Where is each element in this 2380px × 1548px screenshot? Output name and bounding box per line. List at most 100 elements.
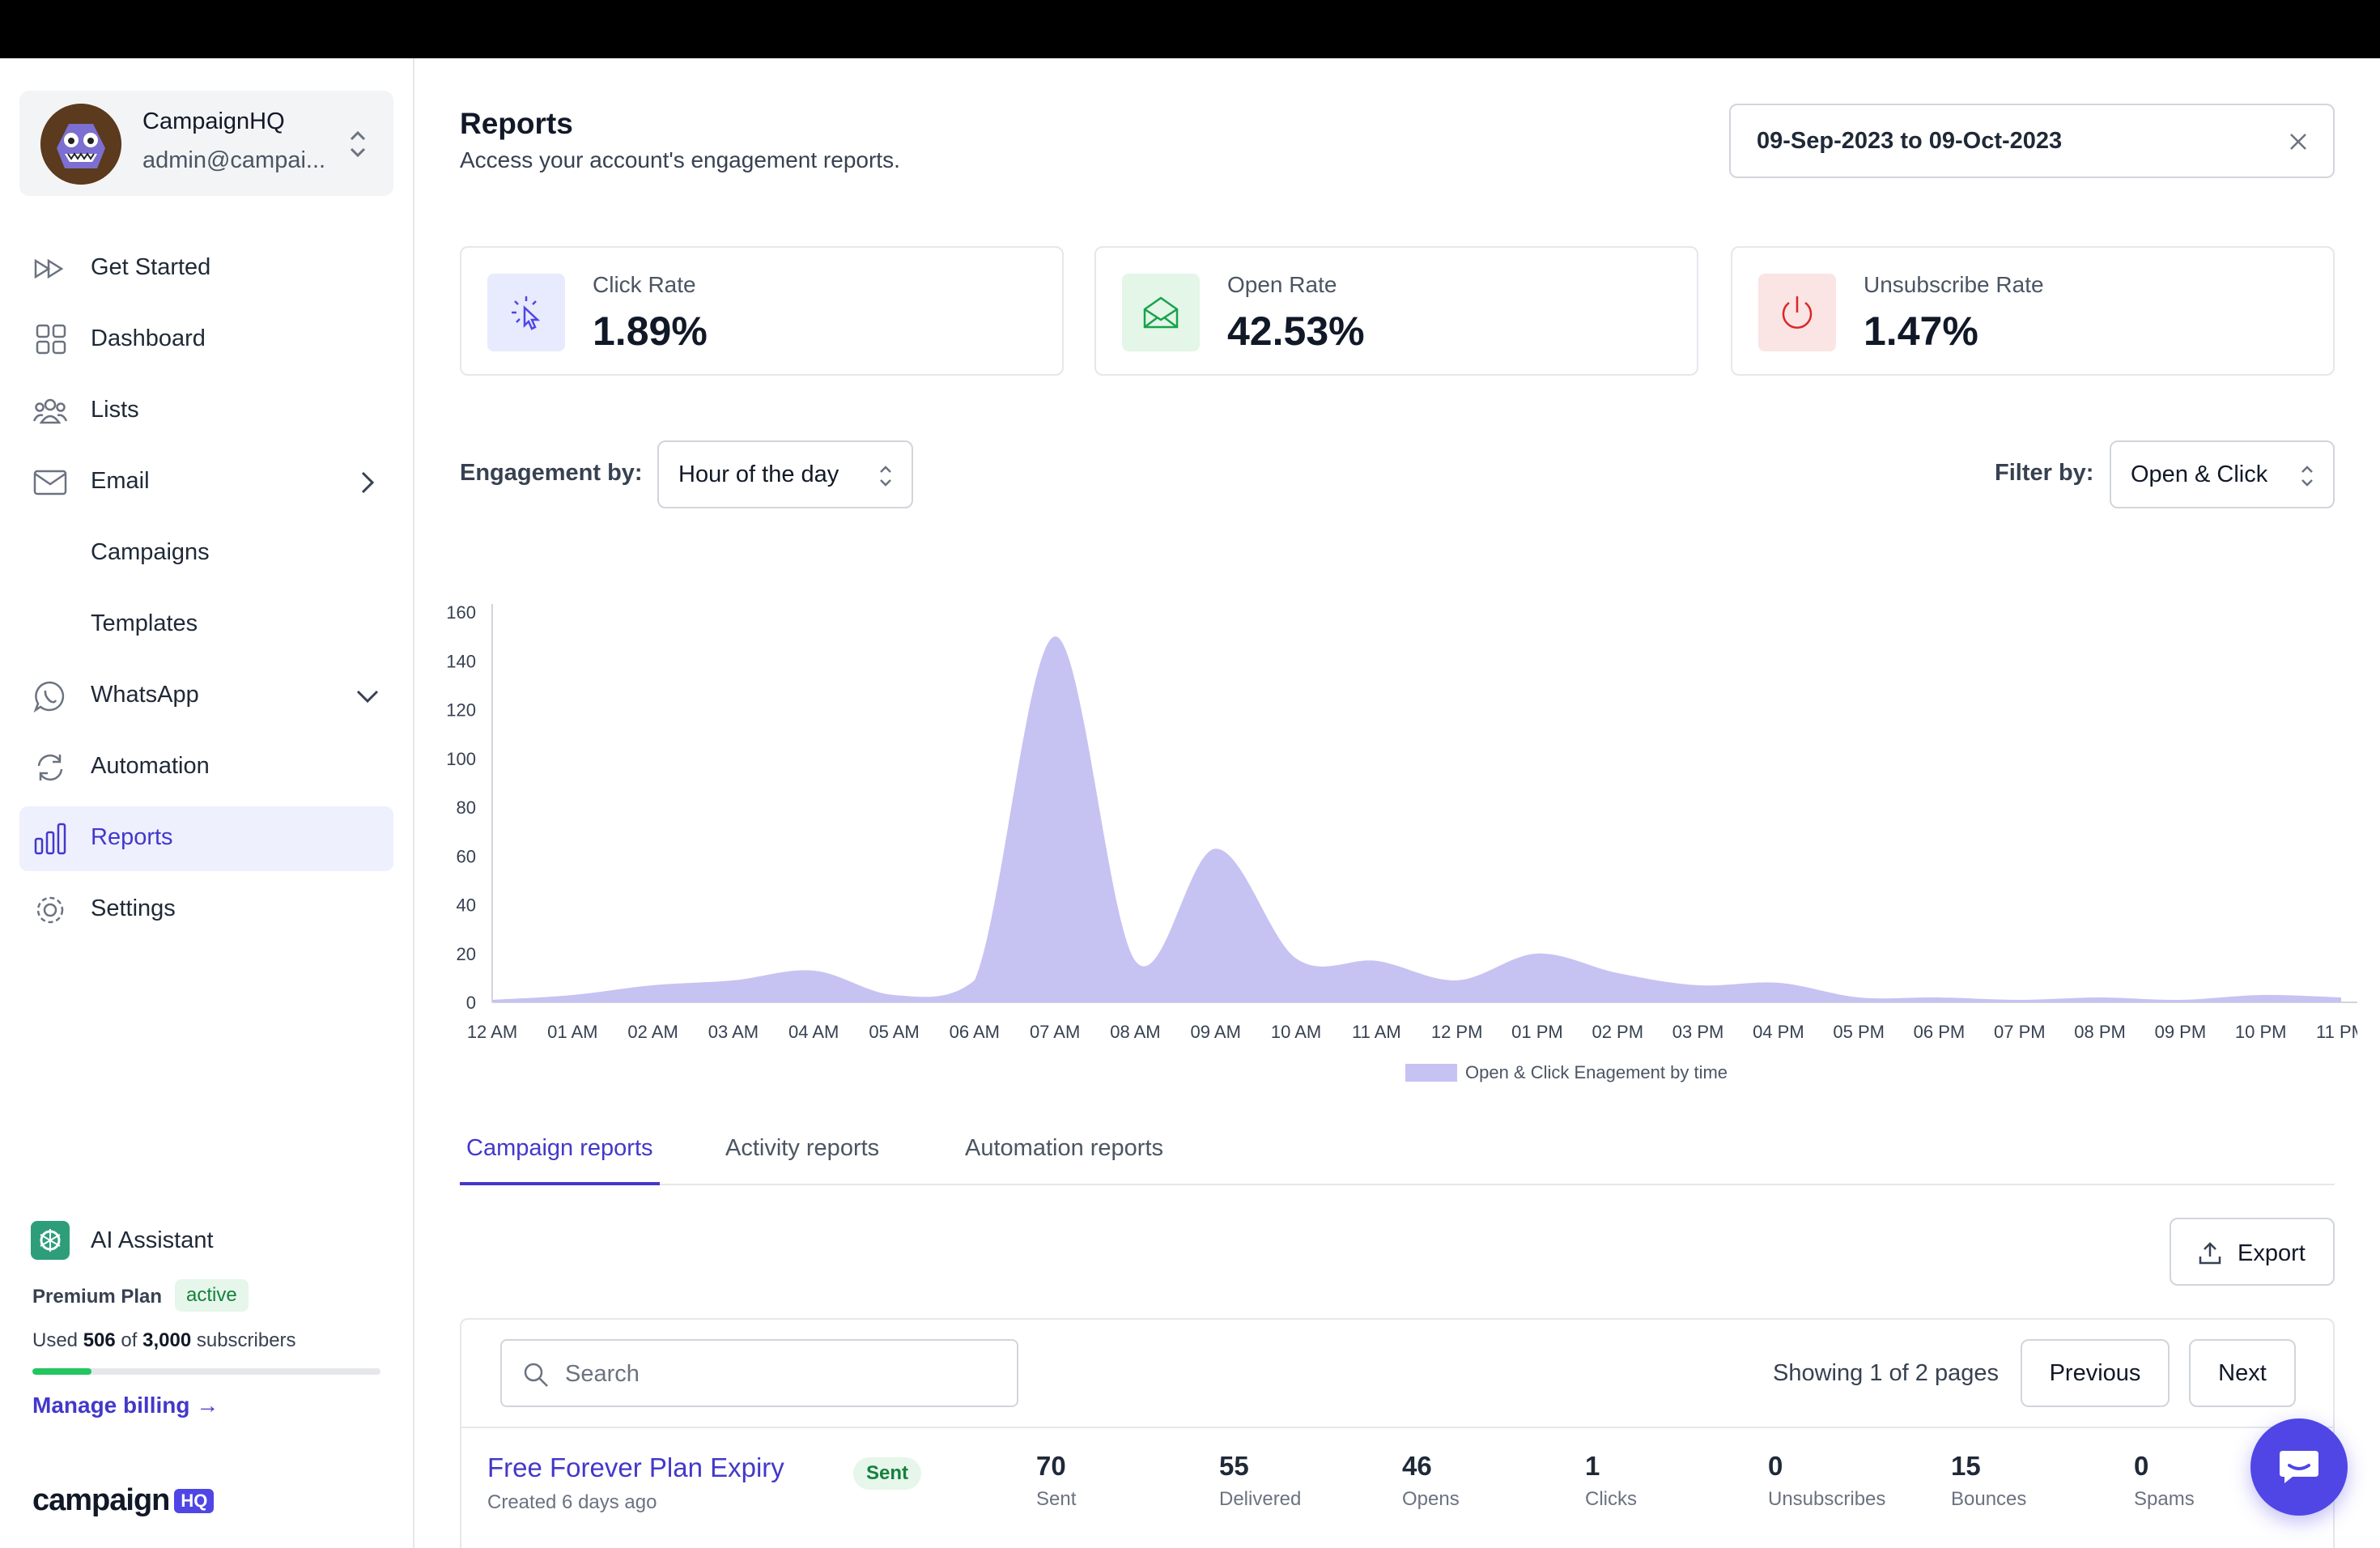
close-icon[interactable]	[2284, 128, 2312, 155]
sidebar-item-campaigns[interactable]: Campaigns	[19, 521, 393, 586]
chat-support-button[interactable]	[2250, 1418, 2348, 1516]
y-tick-label: 100	[447, 749, 476, 769]
tab-automation-reports[interactable]: Automation reports	[965, 1135, 1164, 1161]
stat-card-click-rate: Click Rate 1.89%	[460, 246, 1064, 376]
x-tick-label: 10 PM	[2235, 1022, 2287, 1042]
x-tick-label: 11 PM	[2316, 1022, 2357, 1042]
search-box[interactable]	[500, 1339, 1018, 1407]
y-tick-label: 140	[447, 651, 476, 671]
sidebar-item-dashboard[interactable]: Dashboard	[19, 308, 393, 372]
fast-forward-icon	[34, 258, 64, 279]
page-title: Reports	[460, 107, 573, 140]
engagement-by-value: Hour of the day	[678, 461, 839, 487]
manage-billing-link[interactable]: Manage billing →	[32, 1393, 219, 1418]
sidebar-item-reports[interactable]: Reports	[19, 806, 393, 871]
tab-activity-reports[interactable]: Activity reports	[725, 1135, 880, 1161]
main-content: Reports Access your account's engagement…	[414, 58, 2380, 1548]
row-divider	[461, 1427, 2333, 1428]
page-subtitle: Access your account's engagement reports…	[460, 147, 900, 172]
metric-label: Delivered	[1219, 1488, 1302, 1510]
x-tick-label: 05 AM	[869, 1022, 919, 1042]
ai-assistant-button[interactable]: AI Assistant	[19, 1214, 393, 1263]
envelope-icon	[33, 470, 67, 495]
date-range-picker[interactable]: 09-Sep-2023 to 09-Oct-2023	[1729, 104, 2335, 178]
stat-value: 42.53%	[1227, 308, 1365, 354]
metric-label: Opens	[1402, 1488, 1460, 1510]
sidebar-item-get-started[interactable]: Get Started	[19, 236, 393, 301]
plan-status-badge: active	[175, 1279, 249, 1312]
sidebar: CampaignHQ admin@campai... Get Started D…	[0, 58, 414, 1548]
filter-by-value: Open & Click	[2131, 461, 2268, 487]
paging-prefix: Showing	[1773, 1360, 1864, 1386]
search-input[interactable]	[565, 1355, 1002, 1393]
legend-swatch	[1405, 1064, 1457, 1082]
top-bar	[0, 0, 2380, 58]
sidebar-item-label: Get Started	[91, 254, 211, 280]
usage-used: 506	[83, 1329, 116, 1351]
paging-current: 1	[1869, 1360, 1883, 1386]
chevron-up-down-icon	[880, 466, 891, 487]
chevron-down-icon	[356, 690, 379, 704]
metric-value: 46	[1402, 1451, 1432, 1481]
metric-clicks: 1 Clicks	[1585, 1451, 1637, 1511]
metric-label: Spams	[2134, 1488, 2195, 1510]
chevron-up-down-icon	[350, 130, 366, 158]
paging-suffix: pages	[1934, 1360, 1999, 1386]
account-switcher[interactable]: CampaignHQ admin@campai...	[19, 91, 393, 196]
sidebar-item-label: WhatsApp	[91, 682, 199, 708]
filter-by-select[interactable]: Open & Click	[2110, 440, 2335, 508]
x-tick-label: 07 AM	[1030, 1022, 1080, 1042]
metric-spams: 0 Spams	[2134, 1451, 2195, 1511]
gear-icon	[36, 896, 64, 924]
grid-icon	[36, 324, 66, 355]
sidebar-item-label: Reports	[91, 824, 173, 850]
pagination-status: Showing 1 of 2 pages	[1773, 1360, 1999, 1387]
campaign-name-link[interactable]: Free Forever Plan Expiry	[487, 1452, 784, 1482]
metric-value: 0	[2134, 1451, 2149, 1481]
x-tick-label: 03 PM	[1672, 1022, 1724, 1042]
x-tick-label: 08 PM	[2074, 1022, 2126, 1042]
sidebar-item-email[interactable]: Email	[19, 450, 393, 515]
metric-sent: 70 Sent	[1036, 1451, 1076, 1511]
plan-name: Premium Plan	[32, 1286, 163, 1308]
y-tick-label: 0	[466, 993, 476, 1013]
engagement-by-select[interactable]: Hour of the day	[657, 440, 913, 508]
sidebar-item-lists[interactable]: Lists	[19, 379, 393, 444]
engagement-by-label: Engagement by:	[460, 460, 643, 486]
export-button[interactable]: Export	[2170, 1218, 2335, 1286]
usage-prefix: Used	[32, 1329, 79, 1351]
sidebar-item-templates[interactable]: Templates	[19, 593, 393, 657]
sidebar-item-automation[interactable]: Automation	[19, 735, 393, 800]
stat-card-open-rate: Open Rate 42.53%	[1094, 246, 1698, 376]
chevron-up-down-icon	[2301, 466, 2313, 487]
refresh-icon	[37, 754, 63, 781]
y-tick-label: 80	[457, 797, 476, 818]
x-tick-label: 01 AM	[547, 1022, 597, 1042]
x-tick-label: 07 PM	[1994, 1022, 2046, 1042]
tab-campaign-reports[interactable]: Campaign reports	[460, 1111, 660, 1185]
series-area	[492, 636, 2341, 1002]
sidebar-item-label: Dashboard	[91, 325, 206, 351]
metric-opens: 46 Opens	[1402, 1451, 1460, 1511]
subscriber-usage-text: Used 506 of 3,000 subscribers	[32, 1329, 296, 1352]
metric-label: Unsubscribes	[1768, 1488, 1886, 1510]
status-badge: Sent	[853, 1457, 922, 1490]
cursor-click-icon	[487, 274, 565, 351]
sidebar-item-settings[interactable]: Settings	[19, 878, 393, 942]
previous-button[interactable]: Previous	[2021, 1339, 2170, 1407]
x-tick-label: 04 PM	[1753, 1022, 1804, 1042]
usage-of: of	[121, 1329, 138, 1351]
next-button[interactable]: Next	[2189, 1339, 2296, 1407]
usage-suffix: subscribers	[196, 1329, 296, 1351]
y-tick-label: 160	[447, 602, 476, 623]
x-tick-label: 06 PM	[1914, 1022, 1966, 1042]
x-tick-label: 08 AM	[1110, 1022, 1160, 1042]
x-tick-label: 12 PM	[1431, 1022, 1483, 1042]
paging-total: 2	[1915, 1360, 1928, 1386]
y-tick-label: 120	[447, 700, 476, 721]
sidebar-item-whatsapp[interactable]: WhatsApp	[19, 664, 393, 729]
y-tick-label: 40	[457, 895, 476, 916]
metric-label: Bounces	[1951, 1488, 2027, 1510]
metric-value: 0	[1768, 1451, 1783, 1481]
sidebar-item-label: Campaigns	[91, 539, 210, 565]
